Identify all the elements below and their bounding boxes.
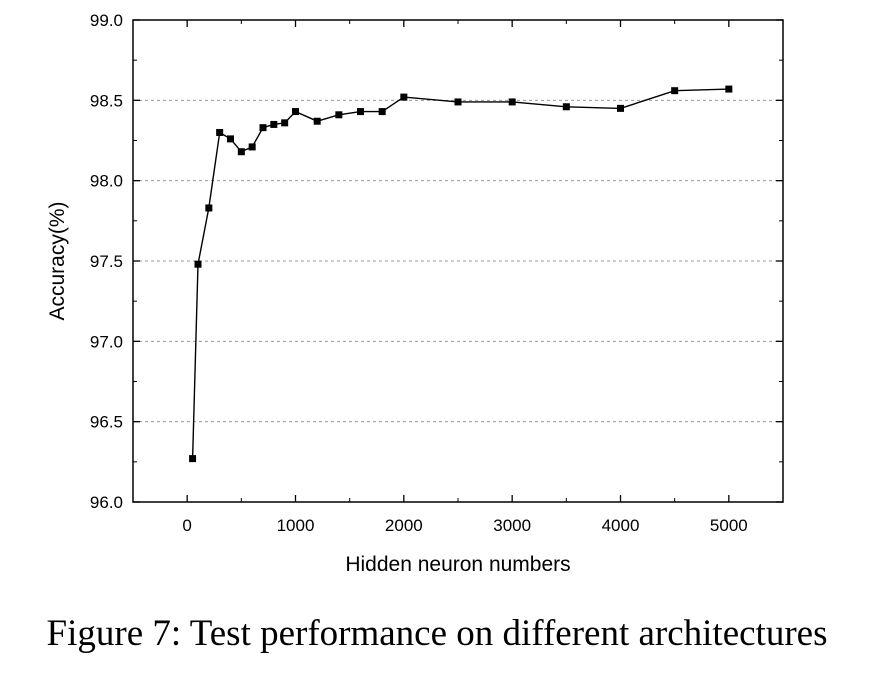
data-point-marker (617, 104, 624, 112)
data-point-marker (259, 124, 267, 132)
data-point-marker (508, 98, 516, 106)
data-point-marker (292, 108, 299, 116)
data-point-marker (227, 135, 234, 143)
data-point-marker (281, 119, 289, 127)
y-tick-label: 96.0 (90, 493, 123, 512)
data-point-marker (562, 103, 570, 111)
x-tick-label: 5000 (710, 516, 748, 535)
y-tick-label: 96.5 (90, 413, 123, 432)
series-line (191, 88, 729, 459)
y-tick-label: 97.0 (90, 332, 123, 351)
y-axis-title: Accuracy(%) (46, 201, 69, 320)
figure-caption: Figure 7: Test performance on different … (46, 613, 828, 654)
x-tick-label: 4000 (602, 516, 640, 535)
x-tick-label: 1000 (277, 516, 315, 535)
data-point-marker (378, 108, 386, 116)
data-point-marker (216, 128, 224, 136)
data-point-marker (248, 143, 256, 151)
data-point-marker (335, 111, 343, 119)
y-tick-label: 97.5 (90, 252, 123, 271)
series-layer (189, 85, 733, 463)
x-tick-label: 3000 (493, 516, 531, 535)
axis-ticks: 96.0 96.5 97.0 97.5 98.0 98.5 99.0 0 1000 2000 300… (90, 11, 783, 535)
data-point-marker (454, 98, 462, 106)
y-tick-label: 98.5 (90, 91, 123, 110)
chart: 96.0 96.5 97.0 97.5 98.0 98.5 99.0 0 1000 2000 300… (46, 11, 784, 576)
x-axis-title: Hidden neuron numbers (345, 553, 570, 576)
data-point-marker (357, 108, 364, 116)
y-tick-label: 99.0 (90, 11, 123, 30)
x-tick-label: 0 (182, 516, 191, 535)
data-point-marker (270, 120, 278, 128)
data-point-marker (725, 85, 733, 93)
data-point-marker (205, 204, 213, 212)
data-point-marker (189, 455, 197, 463)
data-point-marker (237, 148, 245, 156)
x-tick-label: 2000 (385, 516, 423, 535)
data-point-marker (313, 117, 321, 125)
grid-lines (133, 99, 783, 423)
data-point-marker (194, 260, 202, 268)
data-point-marker (400, 93, 408, 101)
y-tick-label: 98.0 (90, 172, 123, 191)
data-point-marker (671, 87, 679, 95)
